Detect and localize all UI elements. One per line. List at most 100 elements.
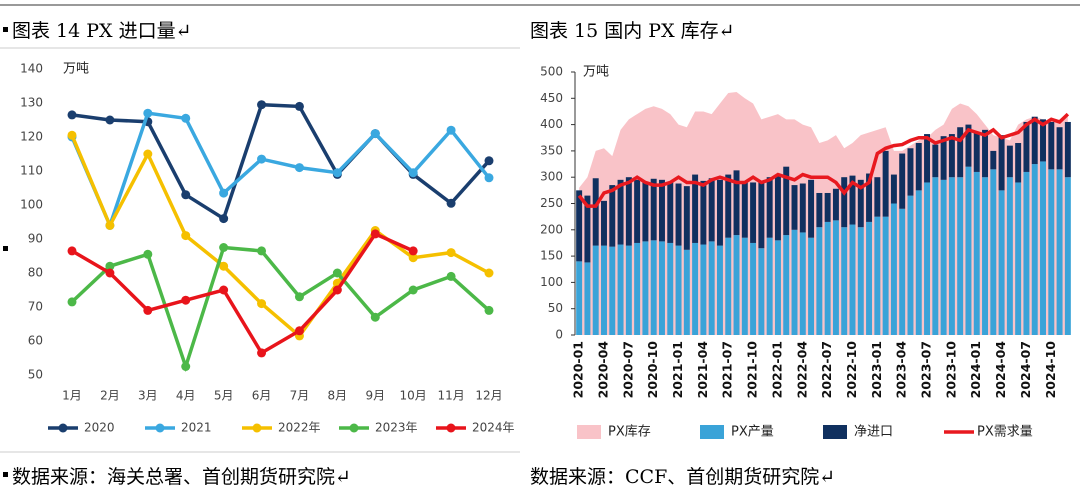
bar-segment	[932, 144, 939, 178]
bar-segment	[982, 177, 989, 335]
y-tick-label: 70	[28, 300, 43, 314]
point	[484, 156, 494, 166]
legend-swatch	[823, 425, 847, 439]
x-tick-label: 2020-07	[620, 341, 635, 398]
bar-segment	[932, 177, 939, 335]
bar-segment	[634, 179, 641, 243]
bar-segment	[791, 185, 798, 230]
point	[294, 292, 304, 302]
x-tick-label: 2021-01	[670, 341, 685, 398]
y-tick-label: 50	[28, 368, 43, 382]
bar-segment	[783, 235, 790, 335]
x-tick-label: 1月	[62, 389, 82, 403]
point	[408, 246, 418, 256]
bar-segment	[1015, 143, 1022, 183]
y-tick-label: 0	[555, 328, 563, 342]
source: 数据来源：海关总署、首创期货研究院↵	[12, 466, 351, 488]
bar-segment	[708, 241, 715, 335]
bar-segment	[957, 177, 964, 335]
legend-label: 2021	[181, 421, 212, 435]
bar-segment	[940, 179, 947, 335]
bar-segment	[808, 237, 815, 335]
x-tick-label: 2023-01	[869, 341, 884, 398]
legend-label: PX需求量	[977, 425, 1033, 440]
y-tick-label: 80	[28, 266, 43, 280]
point	[257, 348, 267, 358]
bar-segment	[816, 227, 823, 335]
y-tick-label: 350	[540, 143, 563, 157]
bar-segment	[667, 182, 674, 243]
x-tick-label: 2024-10	[1043, 341, 1058, 399]
bar-segment	[824, 192, 831, 222]
bar-segment	[750, 182, 757, 243]
x-tick-label: 6月	[252, 389, 272, 403]
y-tick-label: 500	[540, 65, 563, 79]
bar-segment	[692, 242, 699, 335]
point	[446, 198, 456, 208]
point	[143, 108, 153, 118]
bar-segment	[634, 242, 641, 335]
bar-segment	[924, 134, 931, 183]
bar-segment	[601, 245, 607, 335]
bar-segment	[1023, 171, 1030, 335]
x-tick-label: 5月	[214, 389, 234, 403]
y-tick-label: 130	[20, 96, 43, 110]
point	[219, 188, 229, 198]
bar-segment	[857, 179, 864, 228]
bar-segment	[948, 177, 955, 335]
bar-segment	[924, 182, 931, 335]
x-tick-label: 2024-01	[968, 341, 983, 398]
x-tick-label: 2023-10	[943, 341, 958, 399]
point	[257, 246, 267, 256]
x-tick-label: 8月	[328, 389, 348, 403]
x-tick-label: 3月	[138, 389, 158, 403]
bar-segment	[758, 248, 765, 335]
bar-segment	[965, 166, 972, 335]
bar-segment	[857, 227, 864, 335]
bar-segment	[1015, 182, 1022, 335]
x-tick-label: 2020-10	[645, 341, 660, 399]
x-tick-label: 2020-04	[595, 341, 610, 399]
bar-segment	[882, 150, 889, 217]
bullet	[3, 246, 8, 251]
point	[143, 149, 153, 159]
bar-segment	[899, 153, 906, 209]
bar-segment	[882, 216, 889, 335]
bar-segment	[750, 242, 757, 335]
point	[332, 268, 342, 278]
bar-segment	[774, 240, 781, 335]
bar-segment	[808, 179, 815, 238]
bar-segment	[1023, 121, 1030, 172]
point	[484, 268, 494, 278]
legend-swatch	[349, 423, 359, 433]
bar-segment	[1006, 145, 1013, 178]
x-tick-label: 2024-07	[1018, 341, 1033, 398]
bar-segment	[675, 245, 682, 335]
point	[181, 231, 191, 241]
legend-label: 2020	[84, 421, 115, 435]
y-tick-label: 250	[540, 196, 563, 210]
bar-segment	[617, 244, 624, 335]
bar-segment	[1056, 169, 1063, 335]
point	[446, 271, 456, 281]
x-tick-label: 7月	[290, 389, 310, 403]
legend-swatch	[700, 425, 724, 439]
bar-segment	[799, 183, 806, 233]
series-line	[71, 231, 414, 356]
bar-segment	[658, 241, 665, 335]
bar-segment	[733, 170, 740, 236]
y-tick-label: 50	[548, 301, 563, 315]
series-line	[70, 245, 491, 373]
bar-segment	[650, 240, 657, 335]
point	[67, 246, 77, 256]
bar-segment	[1056, 127, 1063, 170]
bar-segment	[609, 185, 616, 247]
bar-segment	[692, 174, 699, 243]
bar-segment	[832, 220, 839, 335]
series-line	[577, 112, 1070, 208]
point	[408, 253, 418, 263]
point	[181, 190, 191, 200]
x-tick-label: 2022-10	[844, 341, 859, 399]
x-tick-label: 2月	[100, 389, 120, 403]
bar-segment	[1048, 169, 1055, 335]
